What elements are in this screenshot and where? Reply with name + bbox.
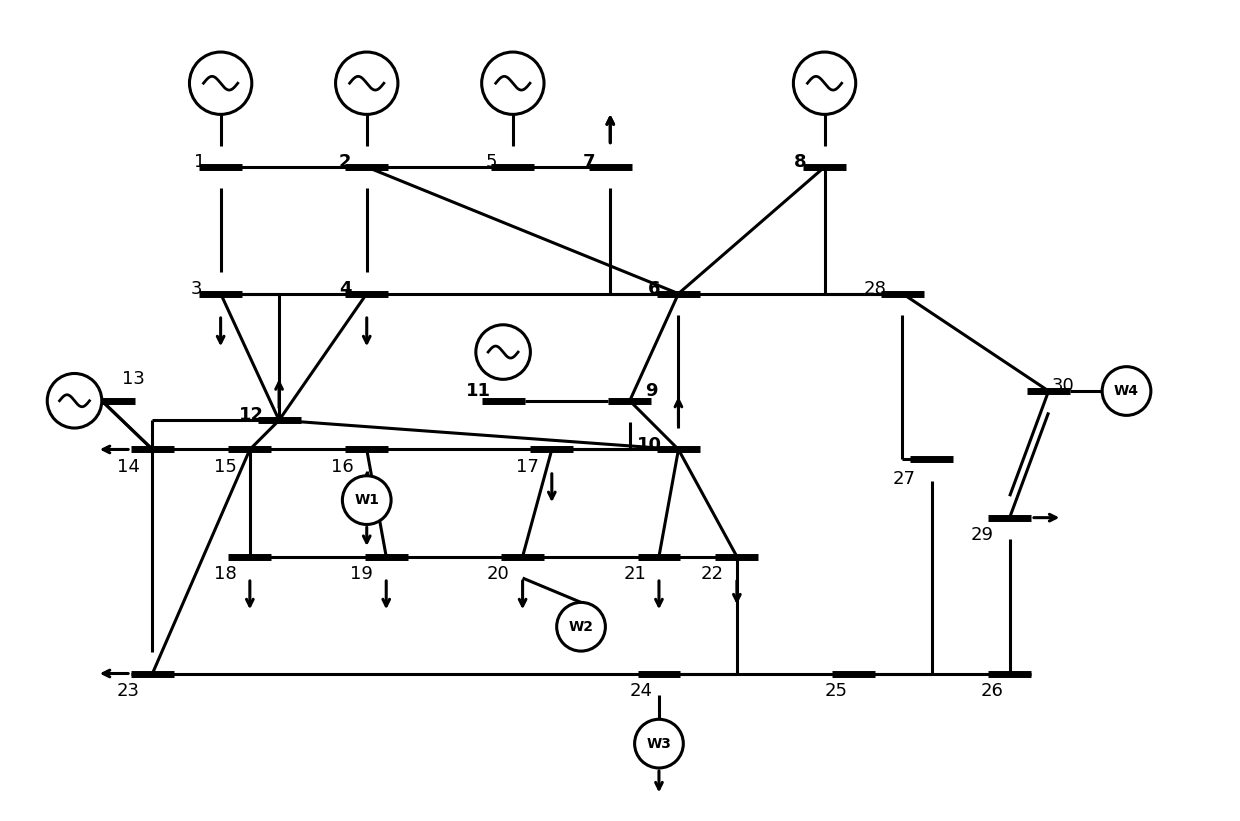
Circle shape <box>342 475 391 525</box>
Circle shape <box>794 52 856 114</box>
Text: 19: 19 <box>351 565 373 583</box>
Text: 5: 5 <box>486 153 497 171</box>
Text: 16: 16 <box>331 458 353 476</box>
Text: 11: 11 <box>466 382 491 400</box>
Circle shape <box>481 52 544 114</box>
Text: 23: 23 <box>117 682 140 700</box>
Circle shape <box>635 719 683 768</box>
Text: 7: 7 <box>583 153 595 171</box>
Text: 13: 13 <box>122 370 144 388</box>
Circle shape <box>1102 367 1151 415</box>
Circle shape <box>557 603 605 651</box>
Text: 24: 24 <box>630 682 653 700</box>
Text: W3: W3 <box>646 736 671 750</box>
Text: 8: 8 <box>794 153 806 171</box>
Text: 10: 10 <box>636 436 662 453</box>
Text: 4: 4 <box>339 280 352 298</box>
Text: 22: 22 <box>701 565 724 583</box>
Circle shape <box>190 52 252 114</box>
Circle shape <box>336 52 398 114</box>
Text: 14: 14 <box>117 458 140 476</box>
Text: 15: 15 <box>215 458 237 476</box>
Text: 6: 6 <box>647 280 661 298</box>
Text: 3: 3 <box>191 280 202 298</box>
Circle shape <box>476 325 531 379</box>
Text: W4: W4 <box>1114 384 1140 398</box>
Text: 18: 18 <box>215 565 237 583</box>
Text: 12: 12 <box>239 406 264 424</box>
Text: 26: 26 <box>981 682 1003 700</box>
Circle shape <box>47 374 102 428</box>
Text: 27: 27 <box>893 470 916 488</box>
Text: 30: 30 <box>1052 377 1075 395</box>
Text: 2: 2 <box>339 153 352 171</box>
Text: W2: W2 <box>568 620 594 634</box>
Text: 29: 29 <box>971 526 993 544</box>
Text: 20: 20 <box>487 565 510 583</box>
Text: 21: 21 <box>624 565 646 583</box>
Text: 9: 9 <box>645 382 657 400</box>
Text: 25: 25 <box>825 682 848 700</box>
Text: 28: 28 <box>864 280 887 298</box>
Text: W1: W1 <box>355 493 379 507</box>
Text: 1: 1 <box>193 153 205 171</box>
Text: 17: 17 <box>516 458 539 476</box>
